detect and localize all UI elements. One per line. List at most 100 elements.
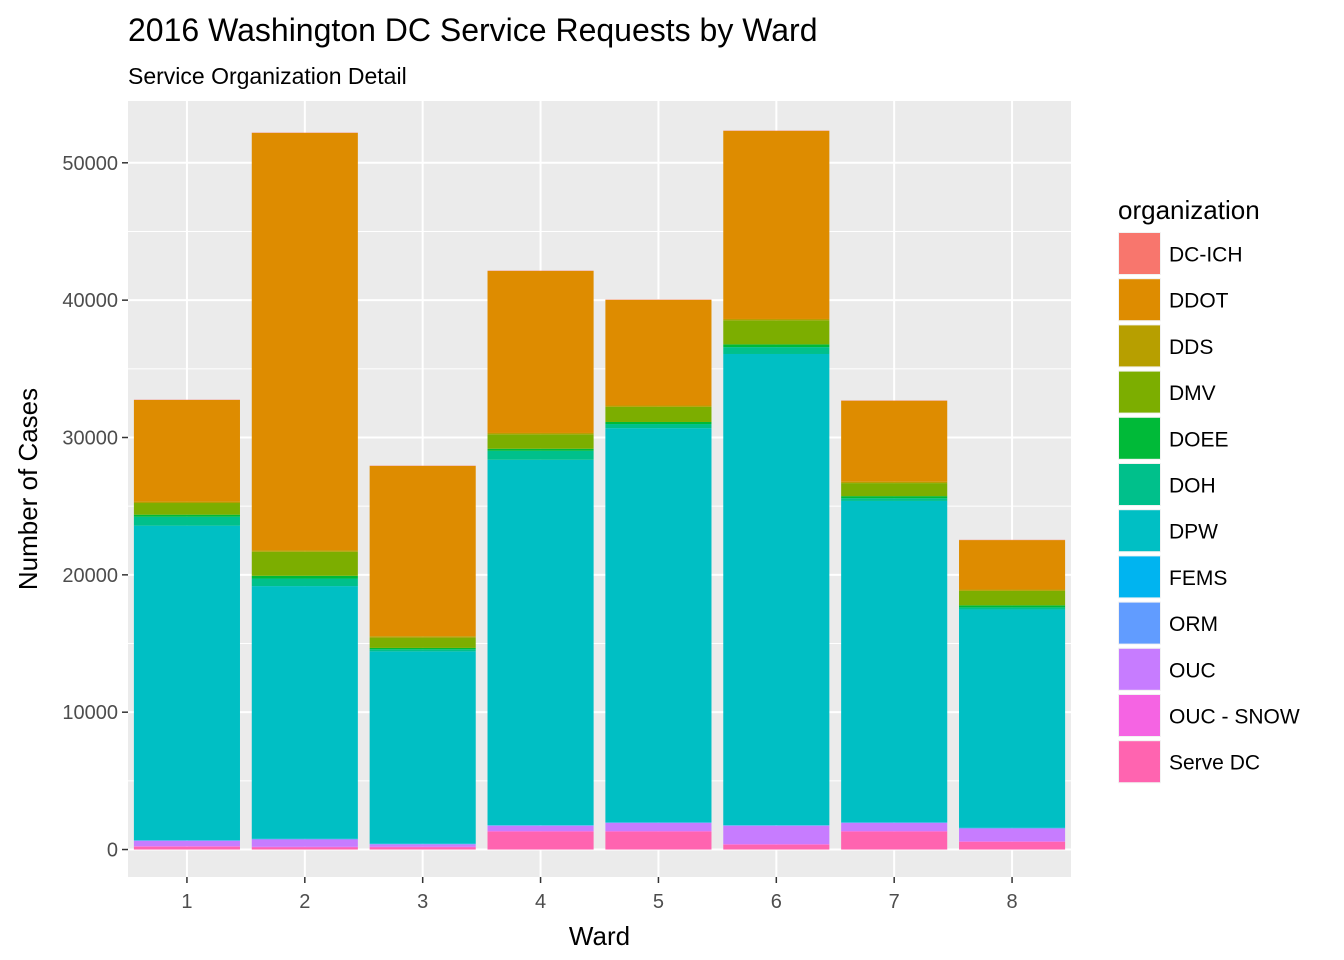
bar-segment bbox=[723, 353, 830, 826]
bar-segment bbox=[841, 500, 948, 823]
bar-segment bbox=[133, 501, 240, 504]
bar-segment bbox=[487, 434, 594, 449]
chart-subtitle: Service Organization Detail bbox=[128, 63, 407, 89]
bars bbox=[133, 130, 1066, 850]
legend-label: Serve DC bbox=[1169, 752, 1260, 775]
legend-label: ORM bbox=[1169, 613, 1218, 636]
legend-swatch bbox=[1119, 464, 1160, 505]
bar-segment bbox=[369, 636, 476, 638]
bar-segment bbox=[605, 405, 712, 407]
bar-segment bbox=[251, 578, 358, 587]
bar-segment bbox=[251, 551, 358, 576]
bar-segment bbox=[369, 651, 476, 844]
x-tick-label: 2 bbox=[299, 891, 310, 913]
legend-title: organization bbox=[1118, 195, 1260, 225]
y-tick-label: 10000 bbox=[62, 702, 118, 724]
legend-label: DDOT bbox=[1169, 290, 1229, 313]
bar-segment bbox=[959, 607, 1066, 610]
bar-segment bbox=[133, 400, 240, 502]
legend-swatch bbox=[1119, 602, 1160, 644]
x-tick-label: 7 bbox=[889, 891, 900, 913]
bar-segment bbox=[369, 649, 476, 652]
bar-segment bbox=[487, 448, 594, 451]
bar-segment bbox=[133, 514, 240, 517]
bar-segment bbox=[841, 831, 948, 850]
legend-swatch bbox=[1119, 648, 1160, 690]
y-tick-label: 30000 bbox=[62, 427, 118, 449]
bar-segment bbox=[487, 450, 594, 460]
bar-segment bbox=[723, 130, 830, 319]
bar-segment bbox=[605, 406, 712, 422]
legend: organization DC-ICH DDOT DDS DMV DOEE DOH DPW F… bbox=[1118, 195, 1300, 784]
bar-segment bbox=[959, 828, 1066, 842]
bar-segment bbox=[487, 270, 594, 433]
bar-segment bbox=[959, 589, 1066, 591]
bar-segment bbox=[133, 525, 240, 841]
bar-segment bbox=[369, 846, 476, 848]
bar-segment bbox=[605, 428, 712, 823]
y-tick-label: 50000 bbox=[62, 153, 118, 175]
bar-segment bbox=[605, 424, 712, 429]
bar-segment bbox=[251, 847, 358, 850]
bar-segment bbox=[487, 830, 594, 832]
x-tick-label: 1 bbox=[181, 891, 192, 913]
bar-segment bbox=[487, 831, 594, 850]
bar-segment bbox=[605, 299, 712, 406]
x-axis-title: Ward bbox=[569, 921, 630, 951]
bar-segment bbox=[841, 496, 948, 499]
bar-segment bbox=[841, 400, 948, 482]
bar-segment bbox=[133, 846, 240, 847]
bar-segment bbox=[133, 503, 240, 515]
bar-segment bbox=[959, 540, 1066, 590]
bar-segment bbox=[251, 586, 358, 839]
chart-title: 2016 Washington DC Service Requests by W… bbox=[128, 12, 818, 48]
legend-label: DDS bbox=[1169, 336, 1213, 359]
y-tick-label: 0 bbox=[107, 840, 118, 862]
bar-segment bbox=[723, 844, 830, 850]
legend-label: DOEE bbox=[1169, 428, 1229, 451]
bar-segment bbox=[959, 590, 1066, 606]
legend-swatch bbox=[1119, 510, 1160, 552]
bar-segment bbox=[369, 844, 476, 847]
bar-segment bbox=[251, 839, 358, 847]
bar-segment bbox=[605, 823, 712, 831]
y-tick-label: 40000 bbox=[62, 290, 118, 312]
bar-segment bbox=[251, 550, 358, 552]
bar-segment bbox=[841, 498, 948, 501]
y-axis-title: Number of Cases bbox=[13, 388, 43, 590]
bar-segment bbox=[251, 846, 358, 848]
bar-segment bbox=[133, 840, 240, 847]
bar-segment bbox=[133, 516, 240, 526]
legend-swatch bbox=[1119, 233, 1160, 274]
x-tick-label: 3 bbox=[417, 891, 428, 913]
legend-swatch bbox=[1119, 695, 1160, 736]
bar-segment bbox=[487, 459, 594, 826]
x-tick-label: 8 bbox=[1007, 891, 1018, 913]
bar-segment bbox=[723, 825, 830, 845]
bar-segment bbox=[959, 841, 1066, 842]
bar-segment bbox=[251, 575, 358, 579]
bar-segment bbox=[605, 421, 712, 425]
bar-segment bbox=[723, 347, 830, 354]
legend-label: DOH bbox=[1169, 475, 1216, 498]
legend-label: OUC bbox=[1169, 659, 1216, 682]
legend-swatch bbox=[1119, 371, 1160, 413]
x-axis: 1 2 3 4 5 6 7 8 bbox=[181, 877, 1018, 913]
legend-swatch bbox=[1119, 417, 1160, 459]
legend-label: DPW bbox=[1169, 521, 1218, 544]
bar-segment bbox=[723, 844, 830, 845]
x-tick-label: 5 bbox=[653, 891, 664, 913]
bar-segment bbox=[841, 823, 948, 831]
legend-label: DMV bbox=[1169, 382, 1216, 405]
legend-label: OUC - SNOW bbox=[1169, 706, 1300, 729]
x-tick-label: 4 bbox=[535, 891, 546, 913]
bar-segment bbox=[369, 647, 476, 650]
bar-segment bbox=[723, 320, 830, 345]
bar-segment bbox=[959, 841, 1066, 850]
x-tick-label: 6 bbox=[771, 891, 782, 913]
bar-segment bbox=[841, 481, 948, 484]
legend-swatch bbox=[1119, 279, 1160, 321]
bar-segment bbox=[369, 637, 476, 648]
bar-segment bbox=[959, 609, 1066, 828]
